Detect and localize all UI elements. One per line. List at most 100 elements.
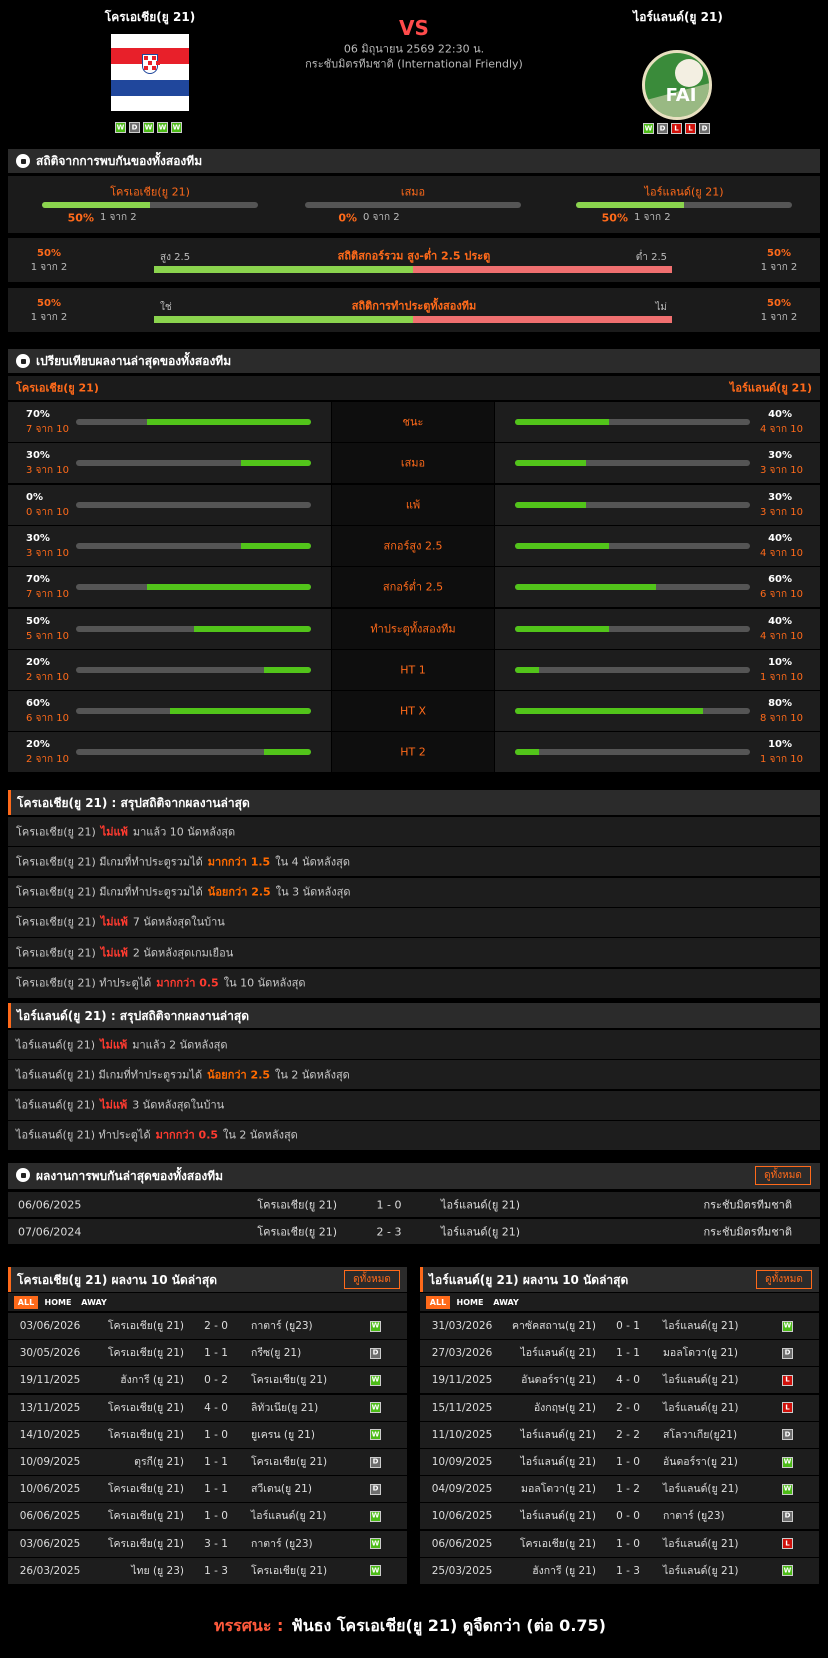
summary-text: โครเอเชีย(ยู 21) ทำประตูได้ มากกว่า 0.5 ใน…: [16, 978, 310, 989]
bar-fill: [146, 419, 311, 425]
summary-text: โครเอเชีย(ยู 21) ไม่แพ้ 2 นัดหลังสุดเกมเยื…: [16, 947, 238, 958]
view-all-button[interactable]: [756, 1270, 812, 1289]
score: 2 - 0: [616, 1401, 640, 1414]
row-mid: [332, 608, 494, 649]
split-pct: 50%: [767, 248, 791, 259]
bar-track: [76, 542, 311, 549]
summary-highlight: มากกว่า 1.5: [207, 855, 271, 869]
home-count: 7 จาก 10: [26, 424, 69, 435]
team-flag: [111, 34, 189, 111]
score: 1 - 0: [616, 1455, 640, 1468]
view-all-label[interactable]: ดูทั้งหมด: [764, 1170, 802, 1181]
tab-active[interactable]: [14, 1296, 38, 1309]
summary-segment: มาแล้ว 2 นัดหลังสุด: [132, 1038, 228, 1051]
away-team: ไอร์แลนด์(ยู 21): [441, 1225, 521, 1239]
row-mid: [332, 691, 494, 732]
result: W: [783, 1484, 792, 1493]
match-date: 15/11/2025: [431, 1401, 493, 1414]
match-row: [420, 1557, 819, 1584]
result: D: [372, 1348, 379, 1357]
home-pct: 60%: [26, 698, 50, 710]
tab[interactable]: ALL: [17, 1297, 35, 1307]
view-all-button[interactable]: [755, 1166, 811, 1185]
result: W: [371, 1403, 380, 1412]
home-team: มอลโดวา(ยู 21): [521, 1482, 596, 1495]
score: 1 - 0: [204, 1510, 228, 1523]
result-badge: [370, 1565, 381, 1577]
result: D: [372, 1457, 379, 1466]
result-count: 1 จาก 2: [634, 212, 671, 223]
form-result: W: [158, 123, 167, 132]
tab-active[interactable]: [426, 1296, 450, 1309]
tab[interactable]: HOME: [44, 1297, 72, 1307]
away-team: ไอร์แลนด์(ยู 21): [441, 1198, 521, 1212]
tab[interactable]: AWAY: [493, 1297, 519, 1307]
match-row: [420, 1313, 819, 1339]
row-mid: [332, 443, 494, 484]
match-date: 06/06/2025: [18, 1198, 82, 1212]
shield-check: [144, 56, 148, 60]
result-label: โครเอเชีย(ยู 21): [110, 185, 190, 199]
row-mid: [332, 732, 494, 773]
match-row: [8, 1367, 407, 1394]
summary-line: โครเอเชีย(ยู 21) ทำประตูได้ มากกว่า 0.5 ใน…: [8, 968, 820, 998]
form-badge: [171, 122, 182, 133]
form-result: D: [131, 123, 138, 132]
summary-highlight: ไม่แพ้: [100, 825, 128, 838]
tab[interactable]: AWAY: [81, 1297, 107, 1307]
split-pct: 50%: [767, 298, 791, 309]
split-title: สถิติสกอร์รวม สูง-ต่ำ 2.5 ประตู: [337, 249, 491, 263]
summary-segment: ไอร์แลนด์(ยู 21): [16, 1098, 96, 1112]
bar-track: [305, 202, 521, 208]
match-row: [8, 1313, 407, 1339]
section-header: [420, 1267, 819, 1292]
row-mid: [332, 525, 494, 566]
home-team: โครเอเชีย(ยู 21): [107, 1401, 184, 1414]
score: 1 - 3: [204, 1564, 228, 1577]
result: D: [784, 1430, 791, 1439]
away-pct: 40%: [768, 409, 792, 420]
score: 1 - 1: [204, 1346, 228, 1359]
form-result: W: [644, 124, 653, 133]
summary-highlight: ไม่แพ้: [100, 1098, 128, 1112]
bar-track: [515, 625, 750, 632]
bar-fill: [264, 749, 311, 756]
form-result: L: [674, 124, 679, 133]
result-count: 0 จาก 2: [363, 212, 400, 223]
view-all-label[interactable]: ดูทั้งหมด: [353, 1274, 391, 1285]
split-right-label: ไม่: [655, 302, 667, 313]
match-date: 03/06/2026: [19, 1319, 81, 1332]
verdict-label: ทรรศนะ :: [214, 1616, 284, 1635]
view-all-label[interactable]: ดูทั้งหมด: [765, 1274, 803, 1285]
result-badge: [782, 1538, 793, 1550]
score: 1 - 1: [204, 1455, 228, 1468]
away-pct: 40%: [768, 615, 792, 627]
match-date: 10/06/2025: [19, 1482, 81, 1495]
bar-track: [76, 708, 311, 715]
split-count: 1 จาก 2: [30, 312, 68, 323]
score: 1 - 3: [616, 1564, 640, 1577]
summary-line: ไอร์แลนด์(ยู 21) มีเกมที่ทำประตูรวมได้ น้…: [8, 1060, 820, 1090]
score: 2 - 3: [376, 1225, 402, 1239]
summary-segment: 7 นัดหลังสุดในบ้าน: [132, 915, 225, 929]
result-badge: [370, 1510, 381, 1522]
score: 1 - 1: [616, 1346, 640, 1359]
bar-fill-left: [154, 266, 413, 273]
row-mid: [332, 649, 494, 690]
tab[interactable]: HOME: [456, 1297, 484, 1307]
away-team: ไอร์แลนด์(ยู 21): [663, 1319, 739, 1332]
bar-fill-right: [413, 266, 672, 273]
away-team: กรีซ(ยู 21): [251, 1346, 302, 1359]
tab[interactable]: ALL: [429, 1297, 447, 1307]
match-row: [420, 1421, 819, 1448]
home-count: 3 จาก 10: [26, 465, 69, 477]
away-team: กาตาร์ (ยู23): [251, 1319, 313, 1332]
form-badge: [699, 123, 710, 134]
summary-segment: ไอร์แลนด์(ยู 21) มีเกมที่ทำประตูรวมได้: [16, 1068, 203, 1082]
away-team: โครเอเชีย(ยู 21): [251, 1564, 328, 1577]
form-result: D: [701, 124, 708, 133]
match-date: 11/10/2025: [431, 1428, 493, 1441]
view-all-button[interactable]: [344, 1270, 400, 1289]
result: L: [785, 1403, 790, 1412]
away-pct: 30%: [768, 491, 792, 503]
